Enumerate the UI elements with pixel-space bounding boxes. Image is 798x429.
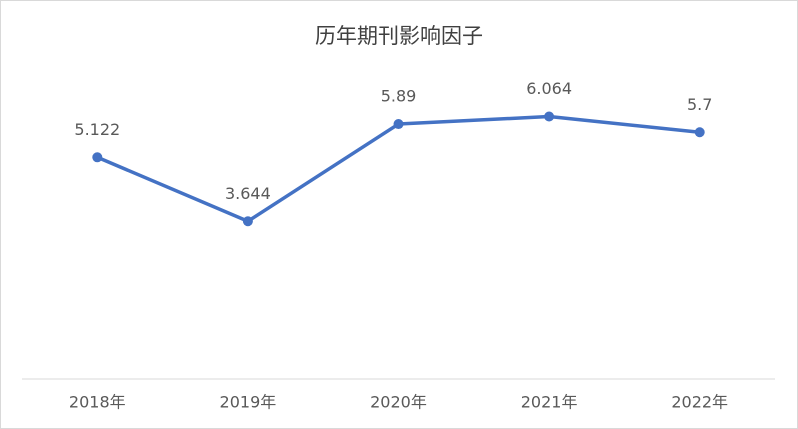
data-point: [92, 152, 103, 163]
data-point: [544, 111, 555, 122]
x-tick-label: 2021年: [521, 393, 578, 412]
data-label: 5.7: [687, 95, 712, 114]
data-label: 6.064: [526, 79, 572, 98]
x-tick-label: 2018年: [69, 393, 126, 412]
data-label: 5.122: [74, 120, 120, 139]
x-tick-label: 2022年: [671, 393, 728, 412]
x-tick-label: 2020年: [370, 393, 427, 412]
data-point: [242, 216, 253, 227]
chart-title: 历年期刊影响因子: [315, 24, 483, 48]
x-tick-label: 2019年: [220, 393, 277, 412]
data-label: 5.89: [381, 87, 417, 106]
data-label: 3.644: [225, 184, 271, 203]
data-point: [393, 119, 404, 130]
data-point: [694, 127, 705, 138]
